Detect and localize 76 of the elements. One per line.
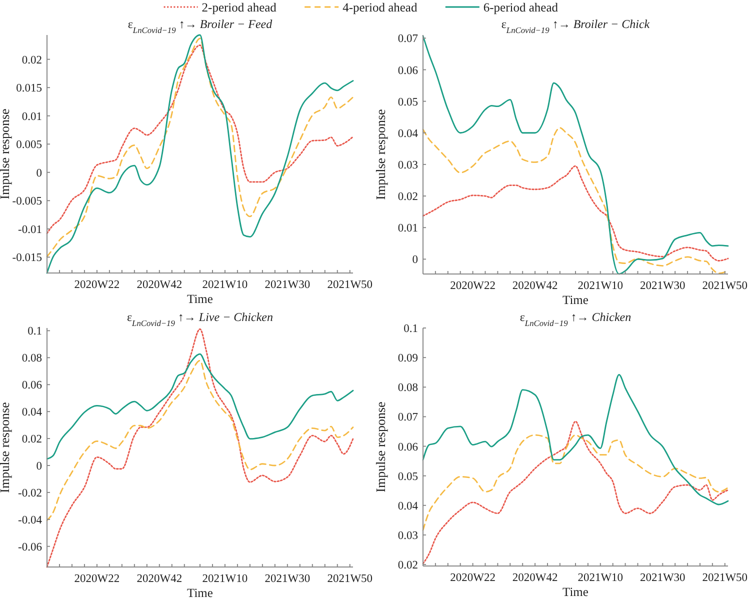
x-tick-label: 2021W30 <box>640 280 686 292</box>
y-axis-title: Impulse response <box>0 108 12 200</box>
line-series <box>422 165 729 262</box>
x-axis-title: Time <box>187 292 214 306</box>
line-series <box>422 35 729 275</box>
y-tick-label: 0.05 <box>398 96 418 108</box>
chart-title: ε$_{LnCovid−19}$ ↑→ Broiler − Chick <box>501 17 650 34</box>
y-tick-label: 0.04 <box>22 406 42 419</box>
x-tick-label: 2021W10 <box>578 280 624 292</box>
y-tick-label: 0.1 <box>404 323 418 336</box>
line-series <box>422 434 729 531</box>
chart-title: ε$_{LnCovid−19}$ ↑→ Chicken <box>520 310 632 328</box>
x-tick-label: 2020W42 <box>136 573 182 585</box>
x-axis-title: Time <box>562 293 589 307</box>
y-tick-label: 0.07 <box>398 412 418 424</box>
y-tick-label: 0.02 <box>398 191 418 204</box>
y-tick-label: 0.04 <box>398 500 418 512</box>
legend-label: 4-period ahead <box>342 0 418 14</box>
y-tick-label: 0 <box>36 167 42 180</box>
x-tick-label: 2020W22 <box>450 572 496 584</box>
x-tick-label: 2021W30 <box>640 572 686 584</box>
y-tick-label: 0.02 <box>22 434 42 446</box>
x-tick-label: 2021W10 <box>578 572 624 584</box>
y-tick-label: -0.015 <box>12 252 42 264</box>
y-tick-label: 0.08 <box>398 382 418 394</box>
y-tick-label: -0.01 <box>18 224 42 236</box>
line-series <box>46 353 354 460</box>
y-tick-label: 0.04 <box>398 128 418 140</box>
x-tick-label: 2020W42 <box>512 572 558 584</box>
x-tick-label: 2021W30 <box>264 279 310 291</box>
x-tick-label: 2021W30 <box>264 573 310 585</box>
y-tick-label: 0.02 <box>398 560 418 572</box>
y-tick-label: 0.01 <box>398 222 418 235</box>
chart-title: ε$_{LnCovid−19}$ ↑→ Live − Chicken <box>126 310 274 328</box>
y-tick-label: 0.06 <box>398 64 418 77</box>
y-tick-label: -0.02 <box>18 487 42 500</box>
y-tick-label: 0.09 <box>398 352 418 365</box>
x-tick-label: 2021W10 <box>202 279 248 291</box>
x-axis-title: Time <box>562 585 589 599</box>
legend-label: 6-period ahead <box>483 0 559 14</box>
y-axis-title: Impulse response <box>373 401 388 492</box>
line-series <box>46 360 354 522</box>
y-tick-label: 0.03 <box>398 159 418 172</box>
x-tick-label: 2021W50 <box>702 280 748 292</box>
y-tick-label: 0.03 <box>398 530 418 542</box>
legend-label: 2-period ahead <box>202 0 278 14</box>
line-series <box>422 374 729 506</box>
x-tick-label: 2020W42 <box>136 279 182 291</box>
x-tick-label: 2021W10 <box>202 573 248 585</box>
y-tick-label: 0.06 <box>398 441 418 454</box>
x-tick-label: 2021W50 <box>327 279 373 291</box>
y-axis-title: Impulse response <box>0 402 12 493</box>
y-tick-label: 0.05 <box>398 470 418 483</box>
x-tick-label: 2021W50 <box>327 573 373 585</box>
chart-title: ε$_{LnCovid−19}$ ↑→ Broiler − Feed <box>128 17 274 34</box>
y-tick-label: 0.015 <box>16 82 42 95</box>
x-tick-label: 2021W50 <box>702 572 748 584</box>
y-tick-label: 0.08 <box>22 352 42 365</box>
y-tick-label: -0.04 <box>18 514 42 526</box>
y-axis-title: Impulse response <box>373 108 388 200</box>
y-tick-label: 0.02 <box>22 54 42 66</box>
x-tick-label: 2020W22 <box>450 280 496 292</box>
y-tick-label: 0.06 <box>22 380 42 392</box>
y-tick-label: -0.06 <box>18 541 42 554</box>
y-tick-label: 0.1 <box>28 326 42 338</box>
x-axis-title: Time <box>187 586 214 600</box>
line-series <box>46 328 354 568</box>
y-tick-label: 0.01 <box>22 110 42 123</box>
y-tick-label: 0 <box>36 460 42 473</box>
x-tick-label: 2020W42 <box>512 280 558 292</box>
y-tick-label: 0.005 <box>16 139 42 152</box>
x-tick-label: 2020W22 <box>74 573 120 585</box>
x-tick-label: 2020W22 <box>74 279 120 291</box>
y-tick-label: -0.005 <box>12 196 42 208</box>
y-tick-label: 0 <box>412 254 418 266</box>
y-tick-label: 0.07 <box>398 33 418 46</box>
